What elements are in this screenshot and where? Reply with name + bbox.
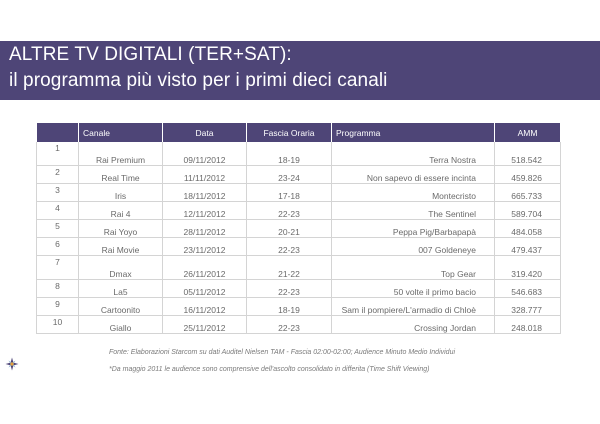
programma-cell: Peppa Pig/Barbapapà <box>331 219 495 238</box>
rank-cell: 5 <box>36 219 79 238</box>
title-bar: ALTRE TV DIGITALI (TER+SAT): il programm… <box>0 41 600 100</box>
canale-cell: Rai 4 <box>78 201 163 220</box>
page-title: ALTRE TV DIGITALI (TER+SAT): <box>9 44 292 65</box>
data-cell: 23/11/2012 <box>162 237 247 256</box>
fascia-cell: 17-18 <box>246 183 332 202</box>
amm-cell: 589.704 <box>494 201 561 220</box>
rank-cell: 10 <box>36 315 79 334</box>
data-cell: 16/11/2012 <box>162 297 247 316</box>
audience-footnote: *Da maggio 2011 le audience sono compren… <box>109 366 430 373</box>
fascia-cell: 21-22 <box>246 255 332 280</box>
fascia-cell: 18-19 <box>246 142 332 166</box>
programma-cell: Crossing Jordan <box>331 315 495 334</box>
amm-cell: 319.420 <box>494 255 561 280</box>
fascia-cell: 22-23 <box>246 201 332 220</box>
column-header-data: Data <box>162 123 247 142</box>
table-header-row: Canale Data Fascia Oraria Programma AMM <box>36 123 561 142</box>
programma-cell: The Sentinel <box>331 201 495 220</box>
table-row: 5 Rai Yoyo 28/11/2012 20-21 Peppa Pig/Ba… <box>36 219 561 238</box>
column-header-fascia: Fascia Oraria <box>246 123 332 142</box>
column-header-rank <box>36 123 79 142</box>
programma-cell: Montecristo <box>331 183 495 202</box>
canale-cell: Real Time <box>78 165 163 184</box>
canale-cell: Rai Movie <box>78 237 163 256</box>
ratings-table: Canale Data Fascia Oraria Programma AMM … <box>36 123 561 334</box>
programma-cell: Terra Nostra <box>331 142 495 166</box>
canale-cell: Giallo <box>78 315 163 334</box>
programma-cell: Sam il pompiere/L'armadio di Chloè <box>331 297 495 316</box>
table-row: 4 Rai 4 12/11/2012 22-23 The Sentinel 58… <box>36 201 561 220</box>
column-header-amm: AMM <box>494 123 561 142</box>
data-cell: 12/11/2012 <box>162 201 247 220</box>
canale-cell: Dmax <box>78 255 163 280</box>
amm-cell: 479.437 <box>494 237 561 256</box>
fascia-cell: 18-19 <box>246 297 332 316</box>
amm-cell: 484.058 <box>494 219 561 238</box>
table-row: 3 Iris 18/11/2012 17-18 Montecristo 665.… <box>36 183 561 202</box>
table-row: 10 Giallo 25/11/2012 22-23 Crossing Jord… <box>36 315 561 334</box>
table-row: 1 Rai Premium 09/11/2012 18-19 Terra Nos… <box>36 142 561 166</box>
programma-cell: 50 volte il primo bacio <box>331 279 495 298</box>
data-cell: 11/11/2012 <box>162 165 247 184</box>
canale-cell: La5 <box>78 279 163 298</box>
rank-cell: 8 <box>36 279 79 298</box>
amm-cell: 665.733 <box>494 183 561 202</box>
fascia-cell: 22-23 <box>246 237 332 256</box>
fascia-cell: 22-23 <box>246 279 332 298</box>
fascia-cell: 22-23 <box>246 315 332 334</box>
column-header-programma: Programma <box>331 123 495 142</box>
source-footnote: Fonte: Elaborazioni Starcom su dati Audi… <box>109 349 456 356</box>
canale-cell: Rai Yoyo <box>78 219 163 238</box>
rank-cell: 2 <box>36 165 79 184</box>
column-header-canale: Canale <box>78 123 163 142</box>
fascia-cell: 20-21 <box>246 219 332 238</box>
amm-cell: 459.826 <box>494 165 561 184</box>
data-cell: 05/11/2012 <box>162 279 247 298</box>
table-row: 6 Rai Movie 23/11/2012 22-23 007 Goldene… <box>36 237 561 256</box>
canale-cell: Rai Premium <box>78 142 163 166</box>
rank-cell: 7 <box>36 255 79 280</box>
canale-cell: Cartoonito <box>78 297 163 316</box>
page-subtitle: il programma più visto per i primi dieci… <box>9 70 388 91</box>
data-cell: 25/11/2012 <box>162 315 247 334</box>
rank-cell: 3 <box>36 183 79 202</box>
rank-cell: 6 <box>36 237 79 256</box>
canale-cell: Iris <box>78 183 163 202</box>
amm-cell: 546.683 <box>494 279 561 298</box>
table-row: 8 La5 05/11/2012 22-23 50 volte il primo… <box>36 279 561 298</box>
data-cell: 18/11/2012 <box>162 183 247 202</box>
rank-cell: 4 <box>36 201 79 220</box>
table-row: 9 Cartoonito 16/11/2012 18-19 Sam il pom… <box>36 297 561 316</box>
data-cell: 09/11/2012 <box>162 142 247 166</box>
starburst-logo-icon <box>5 357 19 371</box>
rank-cell: 1 <box>36 142 79 166</box>
table-row: 2 Real Time 11/11/2012 23-24 Non sapevo … <box>36 165 561 184</box>
data-cell: 26/11/2012 <box>162 255 247 280</box>
programma-cell: Non sapevo di essere incinta <box>331 165 495 184</box>
table-row: 7 Dmax 26/11/2012 21-22 Top Gear 319.420 <box>36 255 561 280</box>
programma-cell: Top Gear <box>331 255 495 280</box>
amm-cell: 328.777 <box>494 297 561 316</box>
programma-cell: 007 Goldeneye <box>331 237 495 256</box>
data-cell: 28/11/2012 <box>162 219 247 238</box>
amm-cell: 518.542 <box>494 142 561 166</box>
amm-cell: 248.018 <box>494 315 561 334</box>
rank-cell: 9 <box>36 297 79 316</box>
fascia-cell: 23-24 <box>246 165 332 184</box>
